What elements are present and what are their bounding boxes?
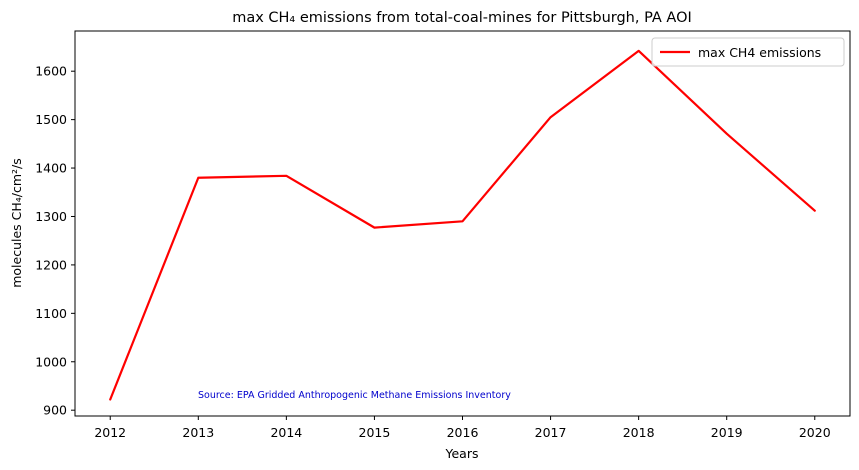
x-tick-label: 2013 [182, 425, 214, 440]
y-tick-label: 1300 [35, 209, 67, 224]
y-tick-label: 1600 [35, 64, 67, 79]
y-tick-label: 1000 [35, 354, 67, 369]
x-axis: 2012 2013 2014 2015 2016 2017 2018 2019 2020 [94, 416, 831, 440]
y-tick-label: 1200 [35, 257, 67, 272]
y-tick-label: 1400 [35, 161, 67, 176]
y-tick-label: 900 [43, 403, 67, 418]
x-tick-label: 2014 [270, 425, 302, 440]
source-annotation: Source: EPA Gridded Anthropogenic Methan… [198, 390, 511, 401]
legend: max CH4 emissions [651, 37, 845, 67]
legend-box [651, 37, 845, 67]
x-tick-label: 2019 [711, 425, 743, 440]
x-axis-label: Years [445, 446, 479, 461]
x-tick-label: 2020 [799, 425, 831, 440]
legend-label: max CH4 emissions [698, 45, 821, 60]
x-tick-label: 2016 [447, 425, 479, 440]
y-tick-label: 1500 [35, 112, 67, 127]
y-tick-label: 1100 [35, 306, 67, 321]
x-tick-label: 2012 [94, 425, 126, 440]
x-tick-label: 2017 [535, 425, 567, 440]
y-axis-label: molecules CH₄/cm²/s [9, 158, 24, 288]
chart-title: max CH₄ emissions from total-coal-mines … [232, 10, 692, 26]
series-line [109, 49, 816, 401]
x-tick-label: 2015 [359, 425, 391, 440]
x-tick-label: 2018 [623, 425, 655, 440]
plot-area-frame [74, 30, 851, 417]
y-axis: 900 1000 1100 1200 1300 1400 1500 1600 [35, 64, 75, 418]
series-layer [109, 49, 816, 401]
